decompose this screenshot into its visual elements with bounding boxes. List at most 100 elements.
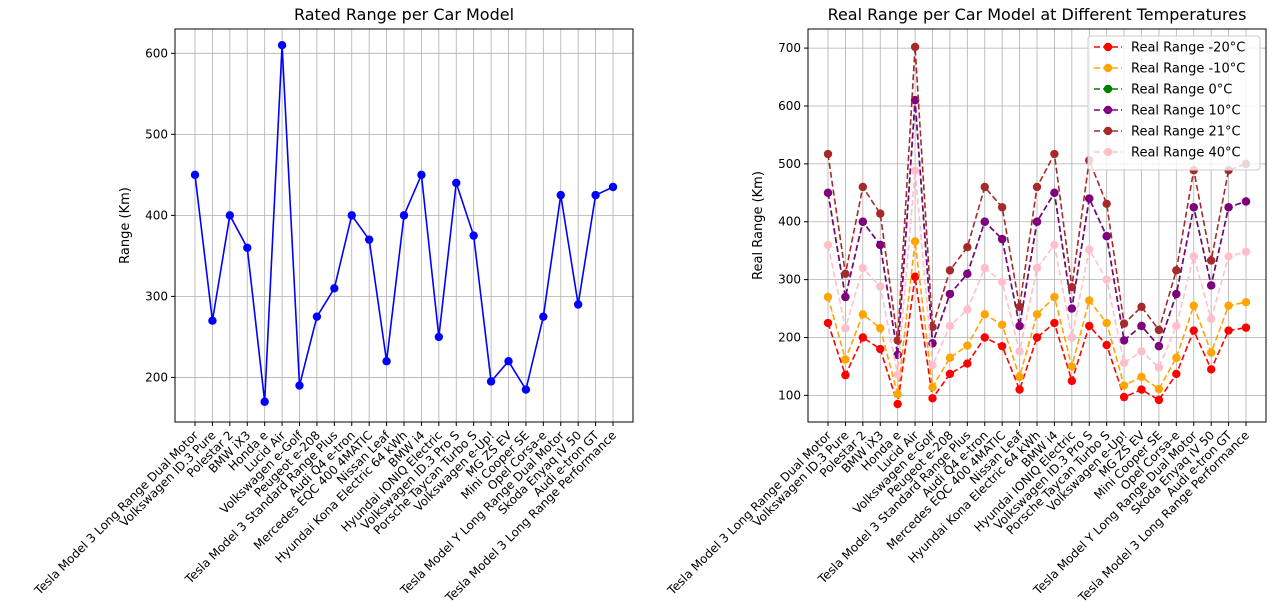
- data-point: [997, 277, 1007, 287]
- data-point: [980, 217, 989, 226]
- data-point: [980, 182, 989, 192]
- legend: Real Range -20°C Real Range -10°C Real Ran…: [1087, 35, 1261, 171]
- data-point: [963, 359, 972, 368]
- series-group: [823, 42, 1251, 409]
- data-point: [1015, 372, 1024, 382]
- y-tick-label: 200: [778, 330, 801, 344]
- data-point: [980, 263, 989, 273]
- data-point: [841, 269, 850, 279]
- legend-label: Real Range -20°C: [1131, 41, 1245, 56]
- data-point: [823, 240, 833, 250]
- data-point: [608, 182, 618, 192]
- data-point: [1172, 369, 1181, 379]
- data-point: [1189, 252, 1198, 261]
- data-point: [1050, 318, 1059, 328]
- y-axis: 200 300 400 500 600: [145, 46, 175, 384]
- data-point: [928, 339, 937, 348]
- y-tick-label: 500: [778, 157, 801, 171]
- data-point: [841, 370, 850, 380]
- data-point: [963, 269, 972, 279]
- data-point: [1137, 321, 1146, 331]
- data-point: [1137, 302, 1146, 312]
- data-point: [1154, 341, 1164, 351]
- data-point: [893, 370, 902, 379]
- data-point: [1015, 302, 1024, 312]
- data-point: [1102, 340, 1111, 350]
- data-point: [997, 341, 1007, 351]
- data-point: [841, 324, 850, 333]
- data-point: [1224, 301, 1233, 310]
- data-point: [945, 321, 955, 331]
- y-axis-label: Real Range (Km): [751, 171, 766, 280]
- data-point: [893, 390, 902, 399]
- plot-frame: [174, 28, 634, 423]
- y-tick-label: 700: [778, 41, 801, 55]
- data-point: [591, 190, 600, 200]
- chart-title: Real Range per Car Model at Different Te…: [828, 5, 1247, 24]
- legend-label: Real Range 10°C: [1131, 104, 1241, 119]
- data-point: [1032, 182, 1042, 192]
- series-real-range-20-c: [823, 272, 1251, 409]
- data-point: [876, 344, 885, 354]
- data-point: [1119, 392, 1129, 402]
- data-point: [928, 394, 937, 403]
- legend-label: Real Range -10°C: [1131, 62, 1245, 77]
- data-point: [1206, 281, 1216, 290]
- y-tick-label: 300: [145, 289, 168, 303]
- rated-range-chart: 200 300 400 500 600 Tesla Model 3 Long Range …: [31, 5, 634, 605]
- data-point: [1241, 297, 1251, 307]
- y-tick-label: 200: [145, 370, 168, 384]
- x-axis: Tesla Model 3 Long Range Dual MotorVolks…: [31, 422, 619, 605]
- data-point: [1154, 395, 1164, 405]
- data-point: [1154, 363, 1164, 372]
- y-axis-label: Range (Km): [118, 187, 133, 264]
- legend-label: Real Range 21°C: [1131, 125, 1241, 140]
- data-point: [1015, 385, 1024, 394]
- chart-title: Rated Range per Car Model: [294, 5, 514, 24]
- data-point: [1015, 321, 1024, 331]
- data-point: [876, 282, 885, 291]
- data-point: [823, 188, 833, 197]
- data-point: [980, 333, 989, 342]
- data-point: [1102, 275, 1111, 284]
- data-point: [1032, 333, 1042, 342]
- data-point: [928, 361, 937, 370]
- series-0: [190, 41, 618, 406]
- data-point: [841, 355, 850, 364]
- data-point: [1067, 376, 1077, 386]
- data-point: [823, 149, 833, 159]
- data-point: [1224, 252, 1233, 261]
- legend-label: Real Range 40°C: [1131, 146, 1241, 161]
- legend-label: Real Range 0°C: [1131, 83, 1232, 98]
- legend-item: Real Range 0°C: [1094, 83, 1232, 98]
- legend-item: Real Range 21°C: [1094, 125, 1241, 140]
- y-tick-label: 600: [145, 46, 168, 60]
- legend-item: Real Range 40°C: [1094, 146, 1241, 161]
- data-point: [486, 377, 496, 386]
- data-point: [980, 310, 989, 319]
- data-point: [1189, 203, 1198, 212]
- data-point: [858, 217, 868, 226]
- data-point: [434, 332, 444, 342]
- data-point: [841, 292, 850, 302]
- data-point: [1085, 194, 1094, 203]
- data-point: [277, 41, 287, 50]
- data-point: [1032, 310, 1042, 319]
- data-point: [1206, 256, 1216, 265]
- data-point: [1224, 203, 1233, 212]
- data-point: [858, 263, 868, 273]
- data-point: [1206, 365, 1216, 374]
- data-point: [1102, 318, 1111, 328]
- data-point: [910, 166, 920, 176]
- data-point: [260, 397, 269, 406]
- data-point: [910, 42, 920, 52]
- data-point: [1067, 282, 1077, 292]
- data-point: [1119, 381, 1129, 390]
- data-point: [928, 383, 937, 392]
- data-point: [1067, 333, 1077, 342]
- legend-item: Real Range -10°C: [1094, 62, 1245, 77]
- data-point: [452, 178, 461, 188]
- legend-marker: [1103, 105, 1113, 115]
- legend-marker: [1103, 126, 1113, 136]
- data-point: [330, 284, 339, 293]
